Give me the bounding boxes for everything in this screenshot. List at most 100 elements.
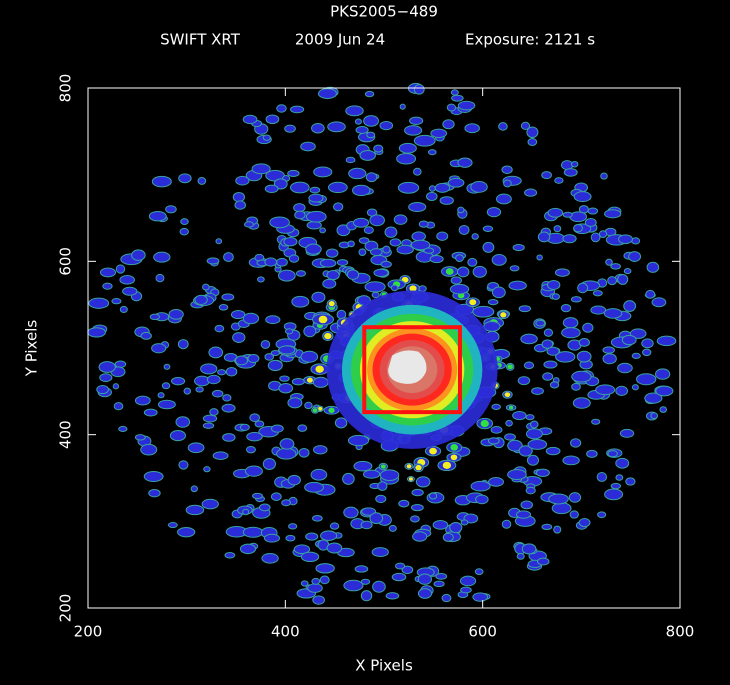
photon-blob bbox=[223, 395, 231, 401]
photon-blob bbox=[473, 306, 494, 317]
photon-blob bbox=[452, 95, 464, 101]
photon-blob bbox=[508, 470, 527, 480]
photon-blob bbox=[416, 477, 430, 487]
photon-blob bbox=[461, 520, 468, 525]
photon-blob bbox=[203, 415, 216, 422]
photon-blob bbox=[250, 414, 260, 422]
photon-blob bbox=[288, 170, 299, 176]
photon-blob bbox=[169, 310, 183, 320]
photon-blob bbox=[657, 336, 676, 345]
photon-blob bbox=[305, 402, 312, 408]
photon-blob bbox=[518, 377, 530, 385]
photon-blob bbox=[371, 249, 383, 256]
photon-blob bbox=[263, 458, 275, 469]
photon-blob bbox=[320, 228, 326, 233]
photon-blob bbox=[426, 192, 437, 200]
photon-blob bbox=[458, 101, 475, 110]
photon-blob bbox=[114, 403, 123, 410]
photon-blob bbox=[284, 237, 297, 245]
photon-blob bbox=[647, 262, 659, 272]
photon-blob bbox=[215, 325, 224, 331]
photon-blob bbox=[418, 574, 431, 584]
photon-blob bbox=[243, 313, 258, 323]
page: PKS2005−489 SWIFT XRT 2009 Jun 24 Exposu… bbox=[0, 0, 730, 685]
photon-blob bbox=[348, 435, 368, 445]
photon-blob bbox=[233, 192, 244, 201]
photon-blob bbox=[513, 245, 524, 251]
photon-blob bbox=[207, 375, 220, 383]
photon-blob bbox=[412, 489, 423, 495]
photon-blob bbox=[103, 283, 112, 289]
photon-blob bbox=[180, 228, 188, 235]
photon-blob bbox=[307, 222, 321, 229]
photon-blob bbox=[395, 563, 404, 569]
photon-blob bbox=[240, 544, 255, 553]
photon-blob bbox=[409, 202, 426, 211]
photon-blob bbox=[158, 393, 164, 398]
photon-blob bbox=[546, 447, 560, 454]
photon-blob bbox=[245, 466, 262, 476]
photon-blob bbox=[524, 362, 533, 369]
photon-blob bbox=[483, 242, 494, 252]
photon-blob bbox=[218, 370, 226, 375]
photon-blob bbox=[265, 258, 277, 266]
photon-blob bbox=[583, 323, 593, 332]
photon-blob bbox=[481, 420, 489, 427]
photon-blob bbox=[537, 255, 542, 260]
photon-blob bbox=[428, 150, 436, 155]
photon-blob bbox=[271, 425, 283, 432]
photon-blob bbox=[451, 277, 461, 284]
photon-blob bbox=[144, 409, 157, 416]
photon-blob bbox=[116, 265, 124, 273]
photon-blob bbox=[291, 106, 304, 113]
photon-blob bbox=[179, 461, 188, 469]
photon-blob bbox=[492, 287, 505, 298]
photon-blob bbox=[618, 274, 628, 284]
photon-blob bbox=[642, 339, 653, 348]
photon-blob bbox=[429, 186, 435, 191]
photon-blob bbox=[500, 312, 506, 317]
photon-blob bbox=[572, 383, 581, 390]
photon-blob bbox=[271, 493, 281, 501]
photon-blob bbox=[484, 321, 500, 331]
photon-blob bbox=[572, 371, 591, 382]
photon-blob bbox=[476, 495, 489, 504]
photon-blob bbox=[372, 548, 388, 557]
photon-blob bbox=[555, 269, 569, 276]
photon-blob bbox=[542, 340, 553, 348]
photon-blob bbox=[505, 392, 511, 397]
photon-blob bbox=[389, 525, 396, 531]
photon-blob bbox=[629, 252, 641, 262]
photon-blob bbox=[313, 596, 325, 604]
photon-blob bbox=[309, 194, 323, 202]
photon-blob bbox=[306, 244, 321, 254]
photon-blob bbox=[412, 232, 425, 241]
photon-blob bbox=[361, 591, 371, 601]
photon-blob bbox=[385, 227, 397, 237]
photon-blob bbox=[636, 374, 655, 385]
photon-blob bbox=[355, 566, 368, 572]
photon-blob bbox=[88, 328, 106, 337]
photon-blob bbox=[570, 511, 578, 518]
photon-blob bbox=[346, 157, 355, 162]
photon-blob bbox=[458, 158, 472, 167]
photon-blob bbox=[618, 363, 633, 373]
photon-blob bbox=[527, 455, 538, 465]
photon-blob bbox=[491, 427, 502, 434]
photon-blob bbox=[376, 495, 386, 502]
photon-blob bbox=[475, 569, 483, 575]
photon-blob bbox=[593, 291, 602, 296]
photon-blob bbox=[397, 245, 413, 254]
photon-blob bbox=[552, 503, 571, 514]
photon-blob bbox=[353, 185, 370, 195]
x-tick-label: 800 bbox=[666, 623, 695, 641]
photon-blob bbox=[195, 295, 207, 304]
date: 2009 Jun 24 bbox=[295, 31, 385, 49]
photon-blob bbox=[266, 115, 279, 124]
photon-blob bbox=[314, 167, 332, 177]
photon-blob bbox=[204, 467, 210, 472]
photon-blob bbox=[554, 226, 561, 232]
photon-blob bbox=[359, 238, 369, 244]
photon-blob bbox=[624, 301, 636, 312]
photon-blob bbox=[231, 310, 244, 318]
